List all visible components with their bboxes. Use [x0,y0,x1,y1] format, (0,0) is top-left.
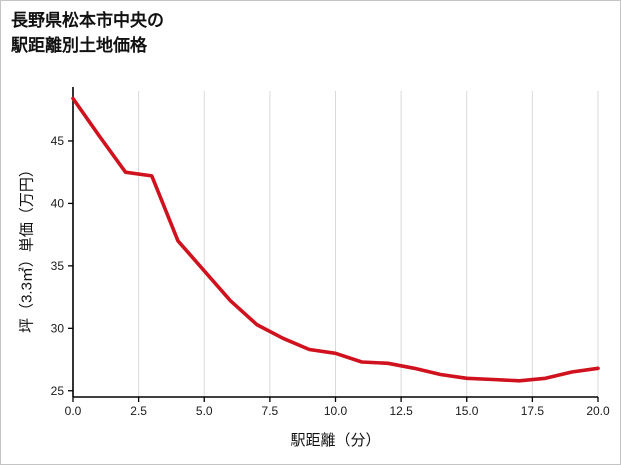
y-tick-label: 35 [51,259,65,273]
price-line [71,96,600,383]
x-tick-label: 10.0 [324,404,348,418]
x-tick-label: 0.0 [65,404,82,418]
x-tick-label: 20.0 [586,404,610,418]
x-tick-label: 15.0 [455,404,479,418]
x-tick-label: 7.5 [262,404,279,418]
y-tick-label: 25 [51,384,65,398]
x-tick-label: 2.5 [130,404,147,418]
x-tick-label: 12.5 [389,404,413,418]
y-tick-label: 40 [51,196,65,210]
chart-title-line1: 長野県松本市中央の [11,11,164,30]
y-tick-label: 45 [51,134,65,148]
x-tick-label: 5.0 [196,404,213,418]
y-tick-label: 30 [51,321,65,335]
x-axis-label: 駅距離（分） [290,432,381,449]
chart-title: 長野県松本市中央の 駅距離別土地価格 [11,9,164,58]
chart-title-line2: 駅距離別土地価格 [11,35,147,55]
x-tick-label: 17.5 [521,404,545,418]
